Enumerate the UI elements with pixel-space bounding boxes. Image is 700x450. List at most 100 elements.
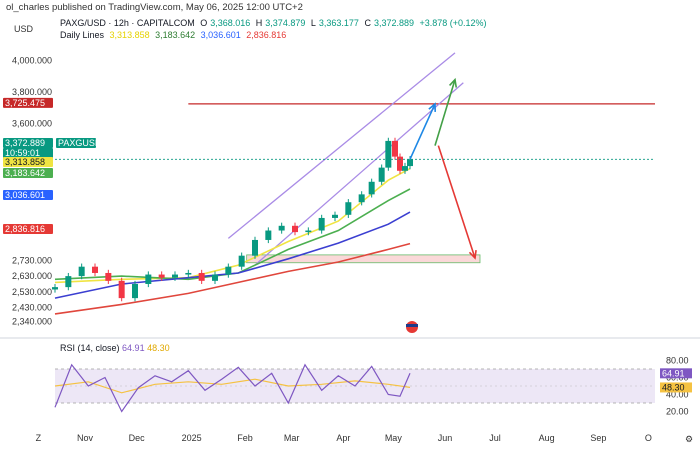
rsi-legend[interactable]: RSI (14, close) 64.91 48.30: [60, 343, 170, 353]
change-value: +3.878 (+0.12%): [419, 18, 487, 28]
y-tick-label: 2,430.000: [12, 303, 52, 313]
rsi-y-tick-label: 20.00: [666, 407, 689, 417]
candle-body: [305, 230, 312, 233]
x-tick-label: May: [385, 433, 403, 443]
high-label: H: [255, 18, 263, 28]
candle-body: [145, 274, 152, 284]
candle-body: [292, 225, 298, 233]
high-value: 3,374.879: [265, 18, 306, 28]
ohlc-legend: PAXG/USD · 12h · CAPITALCOM O 3,368.016 H…: [60, 18, 490, 28]
price-tag-text: 3,313.858: [5, 157, 45, 167]
candle-body: [402, 166, 408, 171]
low-value: 3,363.177: [318, 18, 359, 28]
x-tick-label: Mar: [284, 433, 300, 443]
y-tick-label: 3,600.000: [12, 119, 52, 129]
candle-body: [385, 140, 392, 168]
price-tag: [3, 97, 53, 108]
price-tag-text: 10:59:01: [5, 148, 40, 158]
low-label: L: [310, 18, 316, 28]
x-tick-label: Jul: [489, 433, 501, 443]
daily-line-blue: [54, 211, 411, 299]
rsi-ma-value: 48.30: [147, 343, 170, 353]
x-tick-label: Feb: [237, 433, 253, 443]
x-tick-label: Apr: [336, 433, 350, 443]
blue-arrow: [409, 103, 436, 160]
green-arrow-head: [448, 77, 458, 88]
rsi-label: RSI (14, close): [60, 343, 120, 353]
price-tag: [3, 224, 53, 234]
currency-label: USD: [14, 24, 34, 34]
candle-body: [225, 266, 232, 275]
price-tag-text: 3,183.642: [5, 168, 45, 178]
x-tick-label: Z: [36, 433, 42, 443]
rsi-value: 64.91: [122, 343, 145, 353]
candle-body: [172, 274, 178, 278]
candle-body: [158, 274, 165, 278]
price-tag: [56, 138, 96, 148]
price-tag: [3, 148, 53, 158]
gear-icon[interactable]: ⚙: [685, 434, 693, 444]
rsi-y-tick-label: 40.00: [666, 390, 689, 400]
candle-body: [132, 283, 138, 299]
rsi-value-tag-text: 64.91: [662, 368, 685, 378]
rsi-ma-line: [54, 378, 411, 394]
x-tick-label: Nov: [77, 433, 94, 443]
green-arrow: [434, 79, 456, 146]
daily-line-green: [54, 188, 411, 281]
y-tick-label: 2,530.000: [12, 287, 52, 297]
candle-body: [318, 217, 325, 231]
red-arrow-head: [468, 250, 477, 260]
attribution-text: ol_charles published on TradingView.com,…: [6, 2, 303, 13]
daily-line-value: 3,313.858: [109, 30, 150, 40]
rsi-line: [54, 363, 411, 413]
blue-arrow-head: [428, 102, 437, 112]
daily-line-red: [54, 242, 411, 315]
candle-body: [332, 214, 338, 218]
candle-body: [392, 140, 398, 157]
channel-upper-line: [227, 52, 456, 239]
candle-body: [78, 266, 85, 277]
price-scale-labels: 3,725.475 3,372.889 PAXGUSD 10:59:013,313.8…: [3, 97, 692, 393]
candle-body: [345, 202, 352, 215]
candle-body: [198, 272, 205, 281]
y-tick-label: 2,730.000: [12, 255, 52, 265]
symbol-label[interactable]: PAXG/USD · 12h · CAPITALCOM: [60, 18, 195, 28]
price-tag: [3, 168, 53, 178]
price-tag-text: 3,372.889: [5, 138, 45, 148]
price-chart[interactable]: [52, 52, 655, 315]
tradingview-logo: [406, 321, 418, 333]
candle-body: [92, 266, 98, 273]
rsi-pane[interactable]: [0, 337, 700, 413]
x-tick-label: O: [645, 433, 652, 443]
candle-body: [105, 272, 112, 281]
price-tag-text: 3,725.475: [5, 98, 45, 108]
open-label: O: [200, 18, 208, 28]
daily-lines-legend[interactable]: Daily Lines 3,313.858 3,183.642 3,036.60…: [60, 30, 289, 40]
rsi-value-tag: [660, 368, 692, 379]
candle-body: [358, 194, 365, 203]
daily-lines-label: Daily Lines: [60, 30, 105, 40]
candle-body: [238, 255, 245, 267]
candle-body: [278, 225, 285, 231]
rsi-y-tick-label: 80.00: [666, 356, 689, 366]
daily-line-value: 3,036.601: [200, 30, 241, 40]
close-value: 3,372.889: [373, 18, 414, 28]
x-tick-label: Sep: [590, 433, 606, 443]
candle-body: [185, 272, 192, 275]
daily-line-value: 2,836.816: [246, 30, 287, 40]
price-tag: [3, 190, 53, 200]
price-tag: [3, 138, 53, 148]
red-arrow: [437, 145, 476, 259]
candle-body: [252, 239, 258, 256]
price-tag: [3, 157, 53, 167]
y-tick-label: 4,000.000: [12, 56, 52, 66]
rsi-value-tag-text: 48.30: [662, 382, 685, 392]
rsi-value-tag: [660, 382, 692, 393]
close-label: C: [364, 18, 371, 28]
channel-lower-line: [254, 82, 464, 266]
candle-body: [52, 287, 58, 290]
candle-body: [265, 230, 272, 240]
candle-body: [378, 167, 385, 182]
y-tick-label: 2,630.000: [12, 271, 52, 281]
